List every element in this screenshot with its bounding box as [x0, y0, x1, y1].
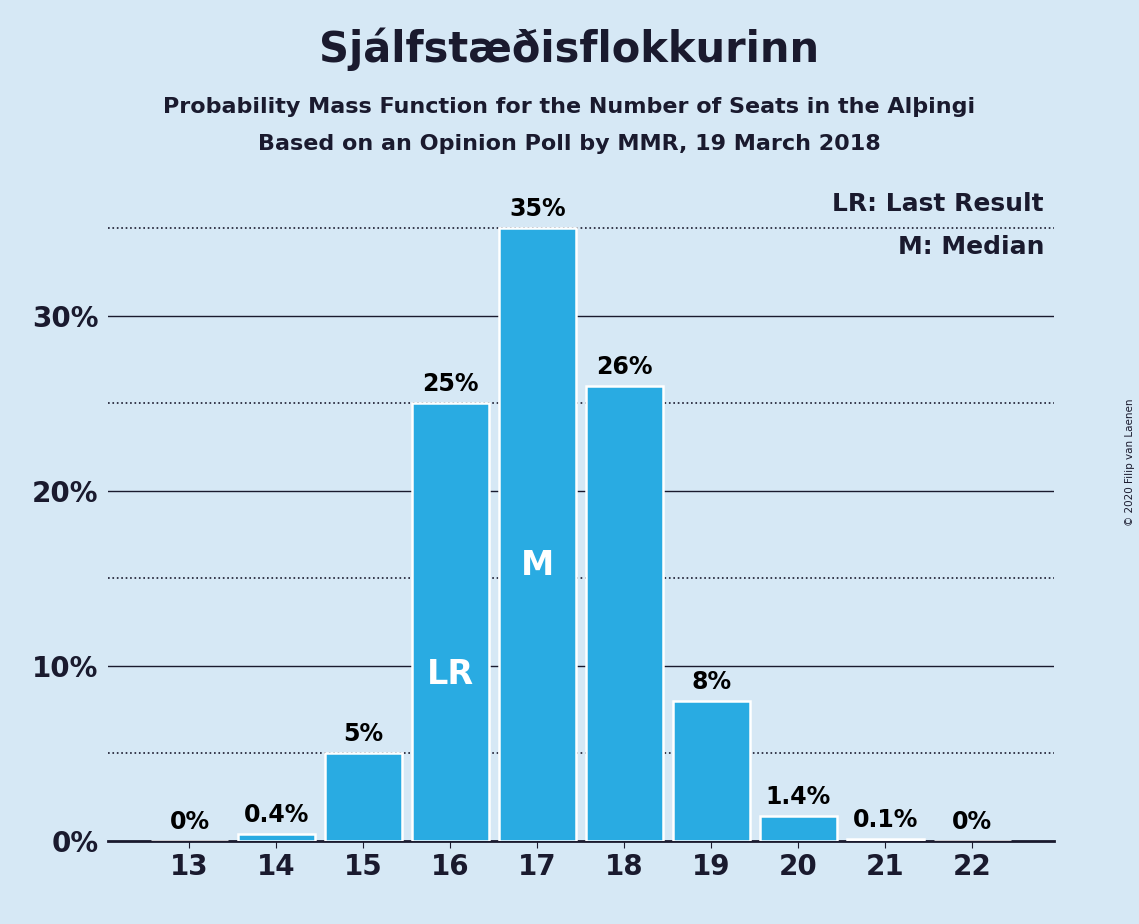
Text: 0%: 0%	[952, 809, 992, 833]
Text: LR: Last Result: LR: Last Result	[833, 192, 1044, 216]
Text: 0.1%: 0.1%	[853, 808, 918, 833]
Bar	[587, 385, 663, 841]
Text: 0.4%: 0.4%	[244, 803, 309, 827]
Text: © 2020 Filip van Laenen: © 2020 Filip van Laenen	[1125, 398, 1134, 526]
Text: 25%: 25%	[423, 372, 478, 396]
Text: 1.4%: 1.4%	[765, 785, 831, 809]
Text: 5%: 5%	[343, 723, 384, 747]
Bar	[847, 839, 924, 841]
Text: M: M	[521, 549, 554, 581]
Bar	[238, 833, 314, 841]
Bar	[499, 228, 575, 841]
Text: 0%: 0%	[170, 809, 210, 833]
Bar	[673, 700, 749, 841]
Text: LR: LR	[427, 658, 474, 691]
Bar	[760, 816, 837, 841]
Text: Based on an Opinion Poll by MMR, 19 March 2018: Based on an Opinion Poll by MMR, 19 Marc…	[259, 134, 880, 154]
Text: 8%: 8%	[691, 670, 731, 694]
Text: 35%: 35%	[509, 197, 566, 221]
Text: Sjálfstæðisflokkurinn: Sjálfstæðisflokkurinn	[319, 28, 820, 71]
Text: Probability Mass Function for the Number of Seats in the Alþingi: Probability Mass Function for the Number…	[163, 97, 976, 117]
Bar	[412, 403, 489, 841]
Text: 26%: 26%	[596, 355, 653, 379]
Text: M: Median: M: Median	[898, 236, 1044, 260]
Bar	[325, 753, 402, 841]
